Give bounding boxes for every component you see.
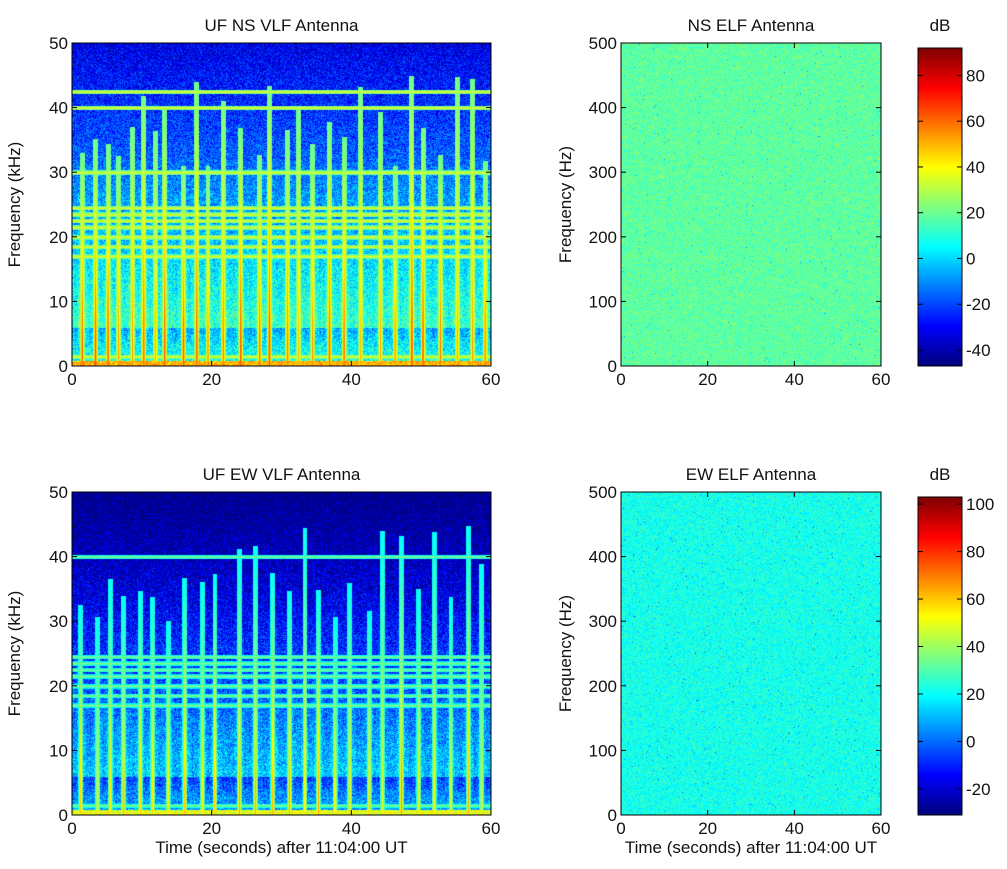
plot-frame bbox=[71, 491, 492, 816]
colorbar-tick-label: 100 bbox=[966, 495, 994, 514]
x-tick-label: 20 bbox=[202, 370, 221, 389]
y-tick-label: 300 bbox=[589, 612, 617, 631]
x-tick-label: 40 bbox=[785, 370, 804, 389]
x-tick-label: 0 bbox=[67, 819, 76, 838]
colorbar-ns: -40 -20 0 20 40 60 80 dB bbox=[917, 16, 991, 367]
x-tick-label: 60 bbox=[872, 819, 891, 838]
y-axis-label: Frequency (Hz) bbox=[556, 146, 575, 263]
y-axis-label: Frequency (kHz) bbox=[5, 142, 24, 268]
colorbar-tick-label: 0 bbox=[966, 249, 975, 268]
colorbar-tick-label: 40 bbox=[966, 158, 985, 177]
colorbar-gradient bbox=[918, 48, 962, 366]
spectrogram-image bbox=[72, 492, 491, 815]
y-tick-label: 10 bbox=[49, 741, 68, 760]
y-tick-label: 50 bbox=[49, 483, 68, 502]
y-tick-label: 40 bbox=[49, 99, 68, 118]
x-axis-label: Time (seconds) after 11:04:00 UT bbox=[625, 838, 877, 857]
colorbar-tick-label: 20 bbox=[966, 685, 985, 704]
colorbar-frame bbox=[917, 496, 963, 816]
panel-ns-vlf: 0 20 40 60 0 10 20 30 40 50 UF NS VLF Antenna Frequ… bbox=[5, 16, 500, 389]
colorbar-tick-label: -20 bbox=[966, 295, 991, 314]
panel-ew-vlf: 0 20 40 60 0 10 20 30 40 50 UF EW VLF Antenna Frequ… bbox=[5, 465, 500, 857]
plot-frame bbox=[620, 42, 882, 367]
y-tick-label: 20 bbox=[49, 677, 68, 696]
y-tick-label: 500 bbox=[589, 34, 617, 53]
y-axis-label: Frequency (Hz) bbox=[556, 595, 575, 712]
x-tick-label: 0 bbox=[616, 370, 625, 389]
panel-title: EW ELF Antenna bbox=[686, 465, 817, 484]
colorbar-gradient bbox=[918, 497, 962, 815]
x-tick-label: 40 bbox=[342, 819, 361, 838]
colorbar-frame bbox=[917, 47, 963, 367]
colorbar-tick-label: 80 bbox=[966, 66, 985, 85]
colorbar-label: dB bbox=[930, 16, 951, 35]
y-tick-label: 10 bbox=[49, 292, 68, 311]
y-tick-label: 300 bbox=[589, 163, 617, 182]
spectrogram-image bbox=[621, 492, 881, 815]
colorbar-tick-label: 0 bbox=[966, 732, 975, 751]
x-tick-label: 60 bbox=[482, 819, 501, 838]
colorbar-tick-label: 80 bbox=[966, 543, 985, 562]
y-tick-label: 0 bbox=[59, 806, 68, 825]
x-tick-label: 60 bbox=[872, 370, 891, 389]
x-tick-label: 20 bbox=[698, 819, 717, 838]
plot-frame bbox=[71, 42, 492, 367]
x-axis-label: Time (seconds) after 11:04:00 UT bbox=[155, 838, 407, 857]
colorbar-label: dB bbox=[930, 465, 951, 484]
colorbar-tick-label: 40 bbox=[966, 638, 985, 657]
plot-frame bbox=[620, 491, 882, 816]
panel-title: UF EW VLF Antenna bbox=[203, 465, 361, 484]
y-tick-label: 200 bbox=[589, 677, 617, 696]
y-tick-label: 40 bbox=[49, 548, 68, 567]
y-tick-label: 100 bbox=[589, 741, 617, 760]
x-tick-label: 20 bbox=[698, 370, 717, 389]
panel-title: NS ELF Antenna bbox=[688, 16, 815, 35]
x-tick-label: 60 bbox=[482, 370, 501, 389]
y-tick-label: 0 bbox=[608, 357, 617, 376]
spectrogram-image bbox=[621, 43, 881, 366]
colorbar-ew: -20 0 20 40 60 80 100 dB bbox=[917, 465, 994, 816]
y-tick-label: 200 bbox=[589, 228, 617, 247]
colorbar-tick-label: 20 bbox=[966, 204, 985, 223]
y-tick-label: 500 bbox=[589, 483, 617, 502]
y-tick-label: 100 bbox=[589, 292, 617, 311]
colorbar-tick-label: -40 bbox=[966, 341, 991, 360]
x-tick-label: 20 bbox=[202, 819, 221, 838]
colorbar-tick-label: -20 bbox=[966, 780, 991, 799]
y-tick-label: 400 bbox=[589, 99, 617, 118]
y-tick-label: 400 bbox=[589, 548, 617, 567]
y-axis-label: Frequency (kHz) bbox=[5, 591, 24, 717]
y-tick-label: 50 bbox=[49, 34, 68, 53]
x-tick-label: 40 bbox=[785, 819, 804, 838]
colorbar-tick-label: 60 bbox=[966, 590, 985, 609]
y-tick-label: 30 bbox=[49, 163, 68, 182]
panel-title: UF NS VLF Antenna bbox=[204, 16, 359, 35]
y-tick-label: 20 bbox=[49, 228, 68, 247]
x-tick-label: 40 bbox=[342, 370, 361, 389]
x-tick-label: 0 bbox=[67, 370, 76, 389]
y-tick-label: 0 bbox=[59, 357, 68, 376]
y-tick-label: 0 bbox=[608, 806, 617, 825]
y-tick-label: 30 bbox=[49, 612, 68, 631]
spectrogram-image bbox=[72, 43, 491, 366]
x-tick-label: 0 bbox=[616, 819, 625, 838]
panel-ew-elf: 0 20 40 60 0 100 200 300 400 500 EW ELF Antenna Fre… bbox=[556, 465, 890, 857]
panel-ns-elf: 0 20 40 60 0 100 200 300 400 500 NS ELF Antenna Fre… bbox=[556, 16, 890, 389]
colorbar-tick-label: 60 bbox=[966, 112, 985, 131]
